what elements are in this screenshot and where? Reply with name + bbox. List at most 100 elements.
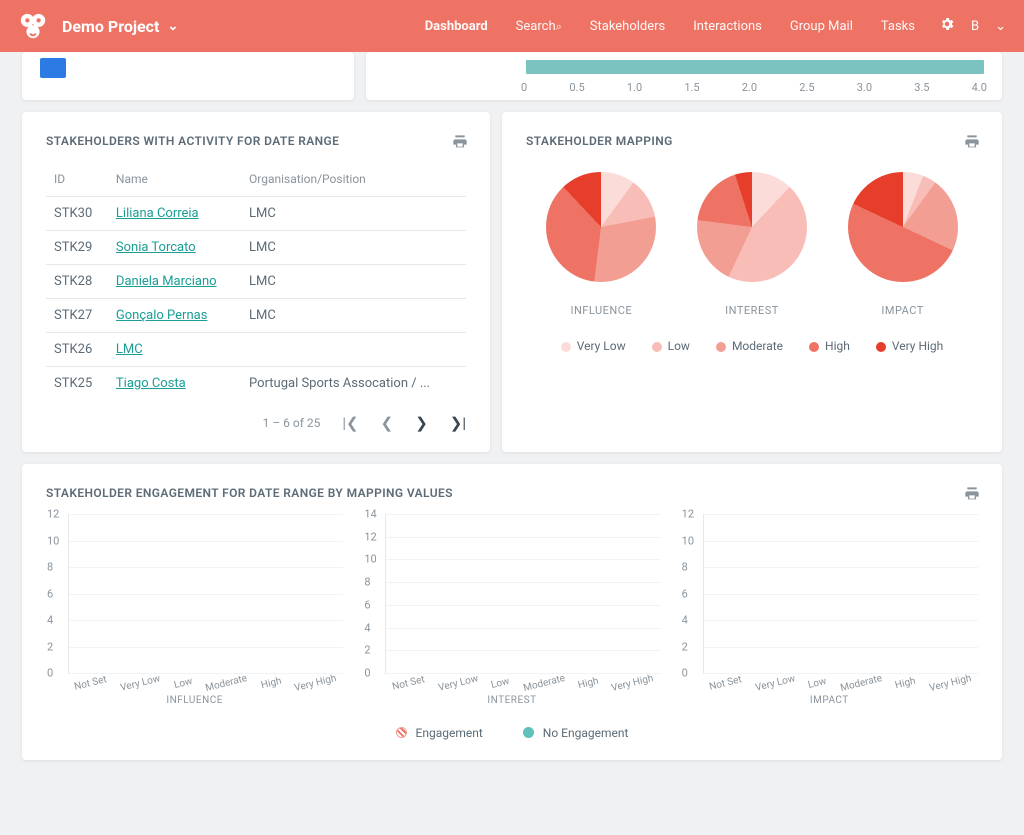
project-switcher[interactable]: Demo Project ⌄ xyxy=(62,17,178,36)
chevron-down-icon[interactable]: ⌄ xyxy=(995,19,1006,34)
pie-column: INFLUENCE xyxy=(546,172,656,317)
card-title: STAKEHOLDER MAPPING xyxy=(526,134,978,148)
ytick: 8 xyxy=(364,576,370,589)
bars xyxy=(386,514,660,673)
plot-area: 024681012 xyxy=(68,514,343,674)
mapping-card: STAKEHOLDER MAPPING INFLUENCE INTEREST IMP… xyxy=(502,112,1002,452)
stakeholder-link[interactable]: Daniela Marciano xyxy=(116,274,217,289)
table-row: STK30 Liliana Correia LMC xyxy=(46,197,466,231)
ytick: 2 xyxy=(47,640,53,653)
cell-name: Sonia Torcato xyxy=(108,231,241,265)
nav-tasks[interactable]: Tasks xyxy=(881,19,915,34)
pager-next-icon[interactable]: ❯ xyxy=(415,414,428,432)
print-icon[interactable] xyxy=(964,134,980,154)
xlabel: Moderate xyxy=(205,673,249,694)
xlabel: Moderate xyxy=(839,673,883,694)
pie-column: INTEREST xyxy=(697,172,807,317)
swatch-icon xyxy=(876,342,886,352)
pie-chart xyxy=(546,172,656,282)
xlabel: High xyxy=(894,676,917,692)
search-icon: ⌕ xyxy=(556,20,562,33)
nav-interactions[interactable]: Interactions xyxy=(693,19,762,34)
print-icon[interactable] xyxy=(964,486,980,506)
top-card-left-clipped xyxy=(22,52,354,100)
axis-tick: 2.5 xyxy=(799,81,814,94)
table-row: STK26 LMC xyxy=(46,333,466,367)
nav-group-mail[interactable]: Group Mail xyxy=(790,19,853,34)
legend-item: Very High xyxy=(876,339,943,353)
ytick: 10 xyxy=(364,553,376,566)
barchart-row: 024681012Not SetVery LowLowModerateHighV… xyxy=(46,514,978,706)
table-row: STK29 Sonia Torcato LMC xyxy=(46,231,466,265)
nav-dashboard[interactable]: Dashboard xyxy=(425,19,488,34)
ytick: 10 xyxy=(682,534,694,547)
cell-id: STK26 xyxy=(46,333,108,367)
app-logo-icon xyxy=(18,11,48,41)
xlabel: Very High xyxy=(611,673,655,694)
pie-label: IMPACT xyxy=(848,304,958,317)
table-row: STK28Daniela MarcianoLMC xyxy=(46,265,466,299)
legend-no-engagement: No Engagement xyxy=(523,726,629,740)
nav-search[interactable]: Search⌕ xyxy=(516,19,562,34)
pager-last-icon[interactable]: ❯| xyxy=(450,414,466,432)
ytick: 6 xyxy=(364,598,370,611)
print-icon[interactable] xyxy=(452,134,468,154)
axis-tick: 3.5 xyxy=(914,81,929,94)
top-card-right-clipped: 00.51.01.52.02.53.03.54.0 xyxy=(366,52,1002,100)
axis-tick: 1.0 xyxy=(627,81,642,94)
pager-first-icon[interactable]: |❮ xyxy=(342,414,358,432)
cell-id: STK30 xyxy=(46,197,108,231)
legend-item: Moderate xyxy=(716,339,783,353)
gridline xyxy=(704,673,978,674)
xlabel: Low xyxy=(807,676,828,691)
ytick: 10 xyxy=(47,534,59,547)
pie-label: INTEREST xyxy=(697,304,807,317)
mini-bar xyxy=(526,60,984,74)
stakeholder-link[interactable]: Tiago Costa xyxy=(116,376,186,391)
cell-name: Gonçalo Pernas xyxy=(108,299,241,333)
cell-org: LMC xyxy=(241,231,466,265)
plot-area: 02468101214 xyxy=(385,514,660,674)
stakeholder-link[interactable]: Gonçalo Pernas xyxy=(116,308,208,323)
avatar[interactable]: B xyxy=(971,19,979,34)
swatch-icon xyxy=(561,342,571,352)
table-row: STK25Tiago CostaPortugal Sports Assocati… xyxy=(46,367,466,401)
bar-legend: Engagement No Engagement xyxy=(46,726,978,740)
axis-title: INFLUENCE xyxy=(46,695,343,706)
ytick: 6 xyxy=(47,587,53,600)
ytick: 0 xyxy=(47,667,53,680)
legend-item: Low xyxy=(652,339,690,353)
cell-name: Liliana Correia xyxy=(108,197,241,231)
stakeholder-link[interactable]: Sonia Torcato xyxy=(116,240,196,255)
ytick: 8 xyxy=(47,561,53,574)
bars xyxy=(704,514,978,673)
pie-label: INFLUENCE xyxy=(546,304,656,317)
pie-legend: Very Low Low Moderate High Very High xyxy=(526,339,978,353)
nav-stakeholders[interactable]: Stakeholders xyxy=(590,19,665,34)
legend-item: High xyxy=(809,339,850,353)
swatch-no-engagement-icon xyxy=(523,727,534,738)
card-title: STAKEHOLDER ENGAGEMENT FOR DATE RANGE BY… xyxy=(46,486,978,500)
axis-tick: 1.5 xyxy=(684,81,699,94)
gear-icon[interactable] xyxy=(939,16,955,36)
gridline xyxy=(386,673,660,674)
top-row-clipped: 00.51.01.52.02.53.03.54.0 xyxy=(0,52,1024,112)
xlabel: High xyxy=(577,676,600,692)
cell-org: LMC xyxy=(241,197,466,231)
cell-id: STK25 xyxy=(46,367,108,401)
cell-id: STK29 xyxy=(46,231,108,265)
cell-id: STK28 xyxy=(46,265,108,299)
nav-links: Dashboard Search⌕ Stakeholders Interacti… xyxy=(425,19,915,34)
stakeholder-link[interactable]: Liliana Correia xyxy=(116,206,199,221)
pager-range: 1 – 6 of 25 xyxy=(263,416,321,430)
pies-wrap: INFLUENCE INTEREST IMPACT xyxy=(526,172,978,317)
pager-prev-icon[interactable]: ❮ xyxy=(381,414,394,432)
activity-table-card: STAKEHOLDERS WITH ACTIVITY FOR DATE RANG… xyxy=(22,112,490,452)
mini-axis: 00.51.01.52.02.53.03.54.0 xyxy=(521,81,987,94)
stakeholder-link[interactable]: LMC xyxy=(116,342,143,357)
plot-area: 024681012 xyxy=(703,514,978,674)
nav-right: B ⌄ xyxy=(939,16,1006,36)
legend-item: Very Low xyxy=(561,339,626,353)
ytick: 14 xyxy=(364,508,376,521)
activity-table: ID Name Organisation/Position STK30Lilia… xyxy=(46,166,466,400)
